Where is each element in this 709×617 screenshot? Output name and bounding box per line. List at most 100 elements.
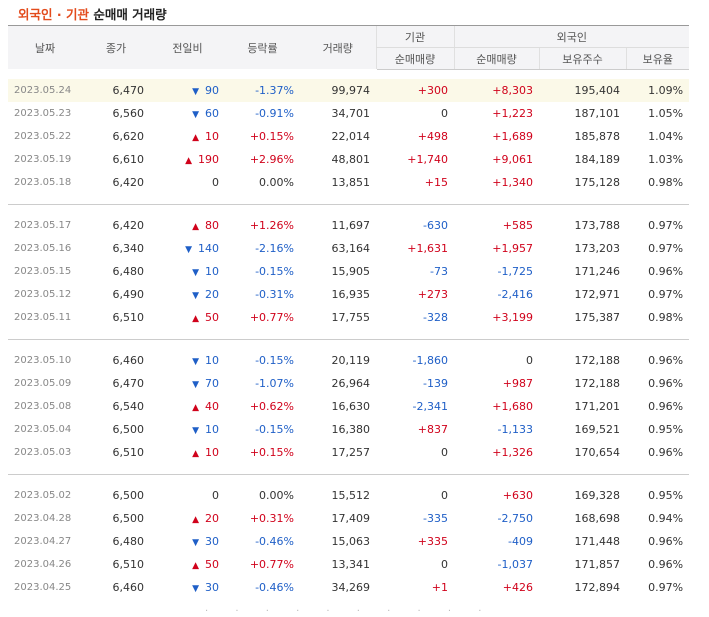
triangle-up-icon: ▲ [185,156,192,166]
cell-change: ▼ 30 [150,530,225,553]
cell-institution-net: +837 [417,423,448,436]
change-value: 40 [205,400,219,413]
cell-foreign-net: +1,680 [492,400,533,413]
cell-close: 6,480 [112,535,145,548]
cell-close: 6,560 [112,107,145,120]
table-row: 2023.05.18 6,420 0 0.00% 13,851 +15 +1,340 175,… [8,171,689,194]
cell-volume: 20,119 [331,354,371,367]
cell-institution-net: +273 [417,288,448,301]
cell-close: 6,510 [112,311,145,324]
pagination-dots: · · · · · · · · · · [205,606,494,617]
cell-foreign-net: +9,061 [492,153,533,166]
triangle-up-icon: ▲ [192,314,199,324]
cell-volume: 17,409 [331,512,371,525]
cell-foreign-holding: 171,201 [574,400,621,413]
cell-change: ▲ 190 [150,148,225,171]
cell-institution-net: +1 [431,581,448,594]
cell-volume: 13,341 [331,558,371,571]
cell-rate: -0.15% [255,354,294,367]
cell-close: 6,510 [112,558,145,571]
cell-volume: 15,063 [331,535,371,548]
cell-institution-net: -335 [423,512,448,525]
change-value: 20 [205,288,219,301]
cell-institution-net: +15 [424,176,448,189]
table-row: 2023.05.19 6,610 ▲ 190 +2.96% 48,801 +1,740 +9,… [8,148,689,171]
cell-institution-net: 0 [441,107,448,120]
cell-institution-net: +300 [376,79,454,102]
cell-change: ▼ 70 [150,372,225,395]
cell-date: 2023.05.24 [8,79,82,102]
change-value: 20 [205,512,219,525]
cell-change: ▼ 10 [150,260,225,283]
cell-foreign-net: +8,303 [454,79,539,102]
cell-date: 2023.05.02 [14,490,72,501]
cell-foreign-holding: 175,387 [574,311,621,324]
cell-change: ▼ 10 [150,418,225,441]
cell-date: 2023.05.11 [14,312,72,323]
cell-foreign-net: +1,326 [492,446,533,459]
triangle-up-icon: ▲ [192,403,199,413]
triangle-up-icon: ▲ [192,133,199,143]
cell-foreign-ratio: 1.09% [626,79,690,102]
table-row: 2023.05.24 6,470 ▼ 90 -1.37% 99,974 +300 +8,303… [8,79,690,102]
triangle-down-icon: ▼ [192,380,199,390]
change-value: 30 [205,535,219,548]
table-row: 2023.05.02 6,500 0 0.00% 15,512 0 +630 169,328 0… [8,484,689,507]
cell-change: ▲ 10 [150,441,225,464]
cell-volume: 15,905 [331,265,371,278]
table-row: 2023.05.03 6,510 ▲ 10 +0.15% 17,257 0 +1,326 170… [8,441,689,464]
change-value: 70 [205,377,219,390]
change-value: 50 [205,311,219,324]
cell-foreign-net: +1,223 [492,107,533,120]
cell-foreign-net: +426 [502,581,533,594]
cell-foreign-ratio: 0.96% [648,446,684,459]
cell-rate: -1.37% [225,79,300,102]
cell-change: 0 [150,171,225,194]
cell-date: 2023.05.10 [14,355,72,366]
cell-volume: 34,701 [331,107,371,120]
change-value: 10 [205,265,219,278]
cell-institution-net: -2,341 [412,400,448,413]
cell-volume: 34,269 [331,581,371,594]
cell-rate: +0.77% [249,311,294,324]
cell-foreign-holding: 169,521 [574,423,621,436]
cell-rate: -0.15% [255,265,294,278]
table-row: 2023.05.11 6,510 ▲ 50 +0.77% 17,755 -328 +3,199… [8,306,689,329]
cell-foreign-ratio: 1.04% [648,130,684,143]
cell-rate: -0.15% [255,423,294,436]
cell-change: ▲ 20 [150,507,225,530]
cell-date: 2023.05.03 [14,447,72,458]
cell-foreign-net: +3,199 [492,311,533,324]
cell-foreign-holding: 171,246 [574,265,621,278]
cell-foreign-net: -1,725 [497,265,533,278]
cell-volume: 11,697 [331,219,371,232]
cell-foreign-holding: 173,203 [574,242,621,255]
cell-foreign-net: -1,037 [497,558,533,571]
cell-rate: 0.00% [259,176,294,189]
cell-change: ▲ 80 [150,214,225,237]
cell-foreign-holding: 171,448 [574,535,621,548]
table-row: 2023.04.28 6,500 ▲ 20 +0.31% 17,409 -335 -2,750… [8,507,689,530]
change-value: 10 [205,446,219,459]
table-body: 2023.05.24 6,470 ▼ 90 -1.37% 99,974 +300 +8,303… [8,70,690,600]
cell-foreign-holding: 175,128 [574,176,621,189]
cell-foreign-net: +585 [502,219,533,232]
triangle-up-icon: ▲ [192,449,199,459]
table-row: 2023.05.23 6,560 ▼ 60 -0.91% 34,701 0 +1,223 187… [8,102,689,125]
change-value: 140 [198,242,219,255]
triangle-up-icon: ▲ [192,222,199,232]
header-change: 전일비 [150,25,225,70]
cell-rate: -0.91% [255,107,294,120]
cell-close: 6,420 [112,219,145,232]
cell-institution-net: -630 [423,219,448,232]
triangle-down-icon: ▼ [185,245,192,255]
cell-close: 6,620 [112,130,145,143]
cell-volume: 17,257 [331,446,371,459]
cell-date: 2023.05.17 [14,220,72,231]
cell-foreign-net: -1,133 [497,423,533,436]
cell-volume: 26,964 [331,377,371,390]
cell-foreign-net: -409 [508,535,533,548]
cell-rate: +1.26% [249,219,294,232]
table-row: 2023.05.08 6,540 ▲ 40 +0.62% 16,630 -2,341 +1,6… [8,395,689,418]
cell-date: 2023.05.16 [14,243,72,254]
